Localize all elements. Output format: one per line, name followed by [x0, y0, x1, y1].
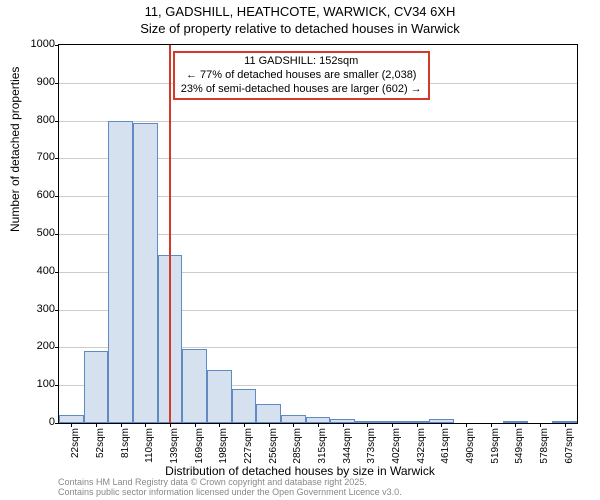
- x-tick-mark: [195, 423, 196, 427]
- x-tick-label: 578sqm: [539, 428, 550, 468]
- x-tick-mark: [318, 423, 319, 427]
- x-tick-mark: [565, 423, 566, 427]
- x-tick-label: 607sqm: [564, 428, 575, 468]
- x-tick-label: 227sqm: [243, 428, 254, 468]
- x-tick-mark: [244, 423, 245, 427]
- histogram-bar: [207, 370, 232, 423]
- x-tick-mark: [392, 423, 393, 427]
- y-tick-mark: [55, 385, 59, 386]
- y-tick-label: 1000: [21, 38, 55, 50]
- x-tick-mark: [417, 423, 418, 427]
- y-tick-label: 100: [21, 378, 55, 390]
- y-tick-label: 600: [21, 189, 55, 201]
- chart-container: 11, GADSHILL, HEATHCOTE, WARWICK, CV34 6…: [0, 0, 600, 500]
- x-tick-mark: [367, 423, 368, 427]
- grid-line: [59, 121, 577, 122]
- y-tick-mark: [55, 196, 59, 197]
- y-tick-label: 800: [21, 114, 55, 126]
- histogram-bar: [59, 415, 84, 423]
- x-tick-label: 519sqm: [490, 428, 501, 468]
- histogram-bar: [133, 123, 158, 424]
- histogram-bar: [256, 404, 281, 423]
- histogram-bar: [108, 121, 133, 423]
- x-tick-mark: [269, 423, 270, 427]
- y-tick-mark: [55, 347, 59, 348]
- y-tick-label: 900: [21, 76, 55, 88]
- footer: Contains HM Land Registry data © Crown c…: [58, 478, 402, 498]
- y-tick-label: 0: [21, 416, 55, 428]
- x-tick-label: 344sqm: [342, 428, 353, 468]
- x-tick-mark: [219, 423, 220, 427]
- y-tick-mark: [55, 121, 59, 122]
- footer-line-2: Contains public sector information licen…: [58, 488, 402, 498]
- x-tick-mark: [515, 423, 516, 427]
- title-line-1: 11, GADSHILL, HEATHCOTE, WARWICK, CV34 6…: [0, 4, 600, 21]
- y-tick-label: 300: [21, 303, 55, 315]
- x-tick-mark: [466, 423, 467, 427]
- x-tick-mark: [145, 423, 146, 427]
- y-axis-label: Number of detached properties: [8, 67, 22, 232]
- x-tick-label: 461sqm: [440, 428, 451, 468]
- x-tick-label: 81sqm: [120, 428, 131, 468]
- histogram-bar: [232, 389, 257, 423]
- y-tick-mark: [55, 83, 59, 84]
- y-tick-mark: [55, 423, 59, 424]
- x-tick-label: 402sqm: [391, 428, 402, 468]
- x-tick-label: 52sqm: [95, 428, 106, 468]
- x-tick-mark: [441, 423, 442, 427]
- x-tick-label: 490sqm: [465, 428, 476, 468]
- y-tick-mark: [55, 310, 59, 311]
- histogram-bar: [281, 415, 306, 423]
- x-tick-mark: [293, 423, 294, 427]
- x-tick-mark: [121, 423, 122, 427]
- x-tick-label: 432sqm: [416, 428, 427, 468]
- reference-line: [169, 45, 171, 423]
- y-tick-mark: [55, 272, 59, 273]
- x-axis-label: Distribution of detached houses by size …: [0, 464, 600, 478]
- x-tick-label: 198sqm: [218, 428, 229, 468]
- y-tick-label: 200: [21, 340, 55, 352]
- x-tick-label: 169sqm: [194, 428, 205, 468]
- x-tick-mark: [96, 423, 97, 427]
- x-tick-label: 110sqm: [144, 428, 155, 468]
- annotation-box: 11 GADSHILL: 152sqm← 77% of detached hou…: [173, 51, 430, 100]
- x-tick-label: 549sqm: [514, 428, 525, 468]
- annotation-line: ← 77% of detached houses are smaller (2,…: [181, 69, 422, 83]
- x-tick-label: 285sqm: [292, 428, 303, 468]
- y-tick-label: 500: [21, 227, 55, 239]
- histogram-bar: [84, 351, 109, 423]
- x-tick-mark: [491, 423, 492, 427]
- y-tick-mark: [55, 158, 59, 159]
- x-tick-label: 22sqm: [70, 428, 81, 468]
- title-block: 11, GADSHILL, HEATHCOTE, WARWICK, CV34 6…: [0, 0, 600, 38]
- y-tick-mark: [55, 45, 59, 46]
- y-tick-mark: [55, 234, 59, 235]
- annotation-line: 23% of semi-detached houses are larger (…: [181, 83, 422, 97]
- histogram-bar: [182, 349, 207, 423]
- y-tick-label: 700: [21, 151, 55, 163]
- title-line-2: Size of property relative to detached ho…: [0, 21, 600, 38]
- y-tick-label: 400: [21, 265, 55, 277]
- x-tick-mark: [170, 423, 171, 427]
- x-tick-label: 256sqm: [268, 428, 279, 468]
- plot-area: 11 GADSHILL: 152sqm← 77% of detached hou…: [58, 44, 578, 424]
- x-tick-mark: [540, 423, 541, 427]
- x-tick-label: 315sqm: [317, 428, 328, 468]
- x-tick-label: 139sqm: [169, 428, 180, 468]
- x-tick-label: 373sqm: [366, 428, 377, 468]
- x-tick-mark: [343, 423, 344, 427]
- annotation-line: 11 GADSHILL: 152sqm: [181, 55, 422, 69]
- x-tick-mark: [71, 423, 72, 427]
